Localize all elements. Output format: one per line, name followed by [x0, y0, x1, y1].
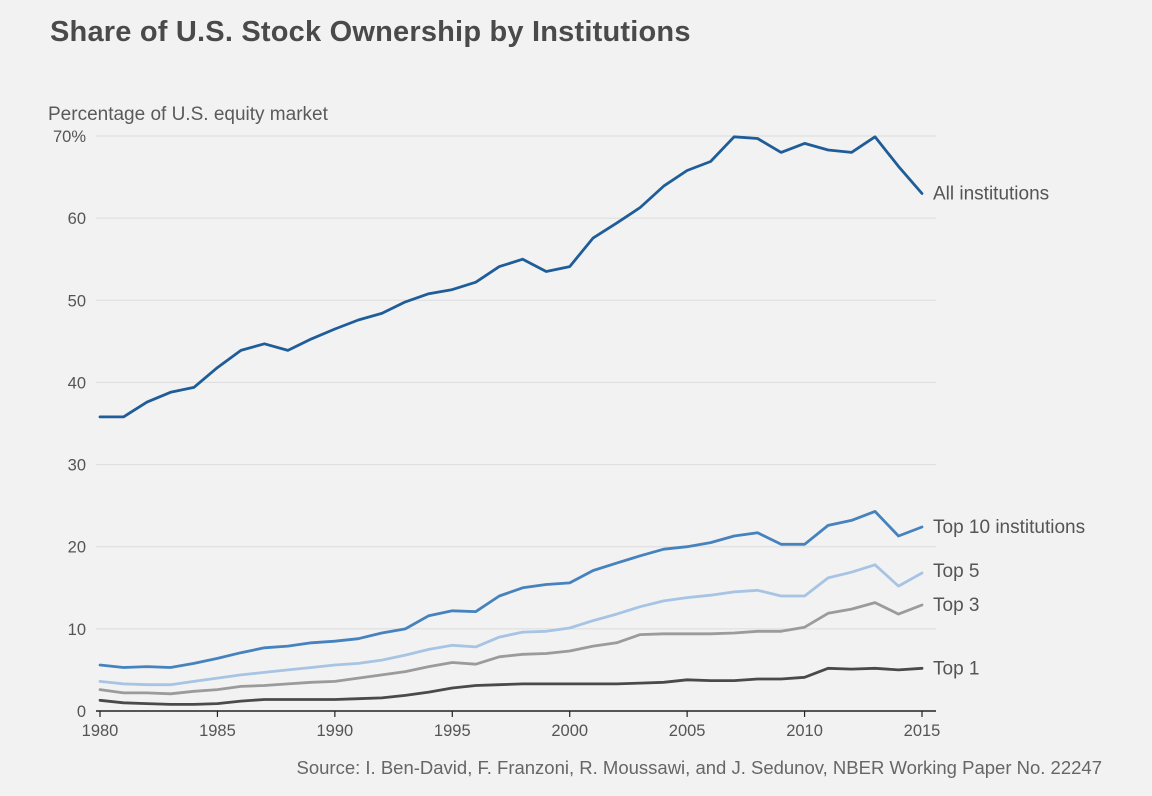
gridlines — [96, 135, 936, 712]
x-axis-ticks: 1980 1985 1990 1995 2000 2005 2010 2015 — [82, 711, 941, 740]
x-tick-label: 2015 — [904, 722, 941, 740]
x-tick-label: 2005 — [669, 722, 706, 740]
series-line-all-institutions — [98, 135, 924, 419]
series-labels: All institutions Top 10 institutions Top 5… — [933, 184, 1085, 680]
x-tick-label: 1990 — [316, 722, 353, 740]
y-tick-label: 30 — [68, 457, 86, 475]
series-line-top-5 — [98, 563, 924, 687]
series-label-top-1: Top 1 — [933, 658, 979, 679]
source-note: Source: I. Ben-David, F. Franzoni, R. Mo… — [296, 757, 1102, 778]
y-tick-label: 40 — [68, 374, 86, 392]
y-tick-label: 20 — [68, 539, 86, 557]
y-tick-label: 60 — [68, 210, 86, 228]
series-label-top-5: Top 5 — [933, 561, 979, 582]
chart-title: Share of U.S. Stock Ownership by Institu… — [50, 16, 691, 48]
x-tick-label: 1985 — [199, 722, 236, 740]
series-label-top-10-institutions: Top 10 institutions — [933, 517, 1085, 538]
y-tick-label: 70% — [53, 128, 86, 146]
x-tick-label: 2010 — [786, 722, 823, 740]
y-tick-label: 50 — [68, 292, 86, 310]
series-line-top-1 — [98, 666, 924, 706]
y-axis-ticks: 0 10 20 30 40 50 60 70% — [53, 128, 86, 721]
x-tick-label: 2000 — [551, 722, 588, 740]
series-label-top-3: Top 3 — [933, 595, 979, 616]
series-label-all-institutions: All institutions — [933, 184, 1049, 205]
y-axis-label: Percentage of U.S. equity market — [48, 104, 329, 125]
x-tick-label: 1995 — [434, 722, 471, 740]
series-lines — [98, 135, 924, 706]
series-line-top-10-institutions — [98, 509, 924, 669]
y-tick-label: 0 — [77, 703, 86, 721]
series-line-top-3 — [98, 601, 924, 696]
y-tick-label: 10 — [68, 621, 86, 639]
x-tick-label: 1980 — [82, 722, 119, 740]
